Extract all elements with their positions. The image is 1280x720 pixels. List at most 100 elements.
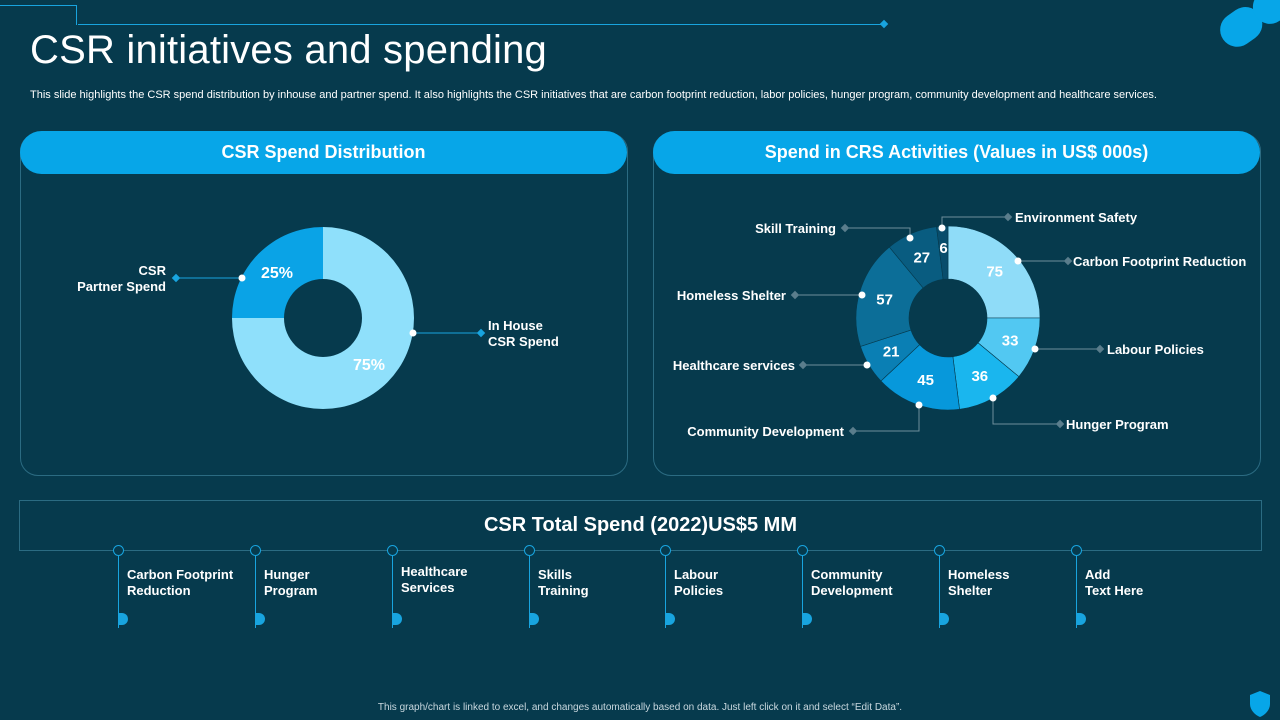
leader-marker xyxy=(790,290,800,300)
timeline-line xyxy=(255,556,256,628)
leader-line xyxy=(845,227,911,238)
leader-marker xyxy=(840,223,850,233)
timeline-cap xyxy=(939,613,949,625)
initiative-label: Carbon Footprint Reduction xyxy=(127,567,234,598)
decor-line xyxy=(0,5,77,6)
timeline-line xyxy=(118,556,119,628)
category-label: Homeless Shelter xyxy=(677,288,786,303)
category-label: Community Development xyxy=(687,424,844,439)
category-label: Partner Spend xyxy=(77,279,166,294)
timeline-line xyxy=(1076,556,1077,628)
spend-distribution-header: CSR Spend Distribution xyxy=(20,131,627,174)
initiative-label: Labour Policies xyxy=(674,567,724,598)
timeline-cap xyxy=(1076,613,1086,625)
pie-slice xyxy=(232,227,414,409)
shield-icon xyxy=(1250,691,1270,717)
timeline-node xyxy=(113,545,124,556)
leader-dot xyxy=(906,234,914,242)
initiative-label: Hunger Program xyxy=(264,567,318,598)
leader-marker xyxy=(171,273,181,283)
category-label: Healthcare services xyxy=(673,358,795,373)
timeline-cap xyxy=(529,613,539,625)
initiative-label: Healthcare Services xyxy=(401,564,468,595)
data-label: 75 xyxy=(986,263,1003,280)
footer-note: This graph/chart is linked to excel, and… xyxy=(377,702,903,713)
timeline-line xyxy=(392,556,393,628)
leader-dot xyxy=(1014,257,1022,265)
timeline-node xyxy=(934,545,945,556)
total-spend-box: CSR Total Spend (2022)US$5 MM xyxy=(19,500,1262,551)
category-label: Skill Training xyxy=(755,221,836,236)
timeline-cap xyxy=(665,613,675,625)
timeline-node xyxy=(250,545,261,556)
timeline-line xyxy=(529,556,530,628)
data-label: 75% xyxy=(353,357,385,374)
total-spend-title: CSR Total Spend (2022)US$5 MM xyxy=(483,514,798,536)
initiative-item: Community Development xyxy=(797,545,927,635)
leader-marker xyxy=(1003,212,1013,222)
page-title: CSR initiatives and spending xyxy=(30,28,548,72)
initiative-item: Carbon Footprint Reduction xyxy=(113,545,243,635)
leader-line xyxy=(853,405,920,432)
data-label: 57 xyxy=(876,292,893,309)
category-label: In House xyxy=(488,318,543,333)
category-label: Carbon Footprint Reduction xyxy=(1073,254,1246,269)
timeline-node xyxy=(797,545,808,556)
initiative-item: Labour Policies xyxy=(660,545,790,635)
initiative-item: Hunger Program xyxy=(250,545,380,635)
timeline-line xyxy=(802,556,803,628)
data-label: 33 xyxy=(1002,332,1019,349)
leader-dot xyxy=(989,394,997,402)
initiative-label: Homeless Shelter xyxy=(948,567,1010,598)
leader-dot xyxy=(409,329,417,337)
initiative-item: Homeless Shelter xyxy=(934,545,1064,635)
leader-marker xyxy=(1063,256,1073,266)
pie-slice xyxy=(947,225,1041,319)
leader-dot xyxy=(1031,345,1039,353)
decor-line xyxy=(76,5,77,25)
timeline-node xyxy=(660,545,671,556)
leader-marker xyxy=(848,426,858,436)
data-label: 6 xyxy=(939,240,947,257)
pie-slice xyxy=(855,246,924,347)
timeline-cap xyxy=(255,613,265,625)
data-label: 25% xyxy=(261,265,293,282)
category-label: Environment Safety xyxy=(1015,210,1138,225)
category-label: CSR Spend xyxy=(488,334,559,349)
initiative-label: Community Development xyxy=(811,567,893,598)
leader-marker xyxy=(1095,344,1105,354)
initiative-item: Add Text Here xyxy=(1071,545,1201,635)
data-label: 45 xyxy=(917,372,934,389)
data-label: 36 xyxy=(971,368,988,385)
leader-dot xyxy=(938,224,946,232)
leader-dot xyxy=(238,274,246,282)
initiative-label: Skills Training xyxy=(538,567,589,598)
activities-header: Spend in CRS Activities (Values in US$ 0… xyxy=(653,131,1260,174)
leader-marker xyxy=(798,360,808,370)
timeline-cap xyxy=(392,613,402,625)
leader-dot xyxy=(858,291,866,299)
page-subtitle: This slide highlights the CSR spend dist… xyxy=(30,89,1157,101)
category-label: Hunger Program xyxy=(1066,417,1169,432)
timeline-line xyxy=(939,556,940,628)
leader-dot xyxy=(915,401,923,409)
decor-line xyxy=(78,24,886,25)
timeline-node xyxy=(387,545,398,556)
brand-logo-icon xyxy=(1220,0,1280,47)
leader-line xyxy=(992,398,1060,425)
category-label: Labour Policies xyxy=(1107,342,1204,357)
pie-slice xyxy=(232,227,323,318)
timeline-node xyxy=(524,545,535,556)
leader-line xyxy=(941,216,1008,228)
initiative-label: Add Text Here xyxy=(1085,567,1144,598)
leader-marker xyxy=(476,328,486,338)
initiative-item: Healthcare Services xyxy=(387,545,517,635)
data-label: 27 xyxy=(913,249,930,266)
timeline-line xyxy=(665,556,666,628)
leader-dot xyxy=(863,361,871,369)
timeline-cap xyxy=(802,613,812,625)
leader-marker xyxy=(1055,419,1065,429)
data-label: 21 xyxy=(883,344,900,361)
category-label: CSR xyxy=(139,263,167,278)
